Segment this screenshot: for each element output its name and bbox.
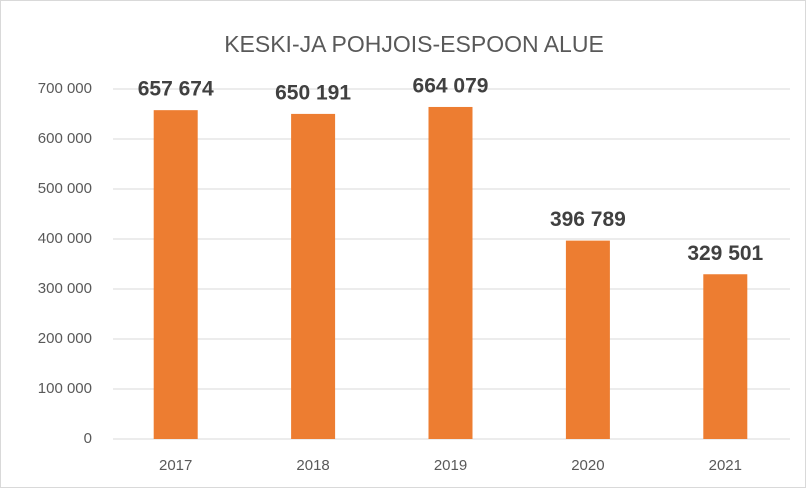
y-tick-label: 600 000	[38, 130, 92, 147]
bar	[153, 110, 198, 440]
y-tick-label: 200 000	[38, 330, 92, 347]
bar	[703, 274, 748, 439]
y-tick-label: 400 000	[38, 230, 92, 247]
data-label: 650 191	[275, 81, 351, 104]
y-tick-label: 500 000	[38, 180, 92, 197]
y-tick-label: 700 000	[38, 80, 92, 97]
chart-title: KESKI-JA POHJOIS-ESPOON ALUE	[224, 31, 604, 57]
x-tick-label: 2019	[434, 457, 467, 474]
data-label: 657 674	[138, 78, 214, 101]
bar	[428, 106, 473, 439]
data-label: 396 789	[550, 208, 626, 231]
bar	[291, 113, 336, 439]
x-tick-label: 2017	[159, 457, 192, 474]
data-label: 329 501	[687, 242, 763, 265]
y-tick-label: 300 000	[38, 280, 92, 297]
x-tick-label: 2020	[571, 457, 604, 474]
y-tick-label: 100 000	[38, 380, 92, 397]
x-tick-label: 2018	[296, 457, 329, 474]
data-label: 664 079	[413, 75, 489, 98]
bar	[565, 240, 610, 439]
x-tick-label: 2021	[709, 457, 742, 474]
y-tick-label: 0	[84, 430, 92, 447]
